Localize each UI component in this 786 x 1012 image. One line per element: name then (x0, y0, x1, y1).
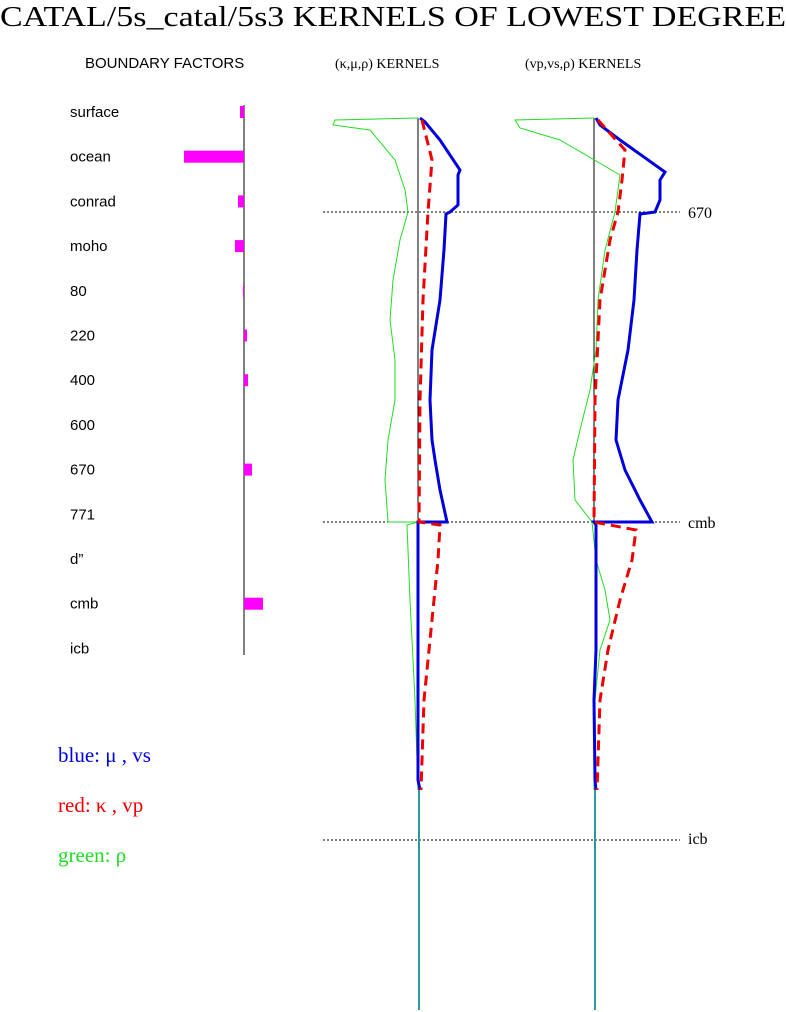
depth-label: cmb (688, 515, 716, 532)
depth-lines (323, 211, 680, 841)
kernel-curve (591, 117, 668, 791)
kernel-curve (417, 119, 442, 791)
y-tick-label: 600 (70, 417, 95, 434)
bar (235, 240, 244, 253)
kernel-panel (332, 116, 462, 1010)
y-tick-label: 80 (70, 283, 87, 300)
legend-entry: green: ρ (58, 843, 126, 867)
y-tick-label: moho (70, 238, 108, 255)
depth-label: icb (688, 831, 708, 848)
legend-entry: red: κ , vp (58, 793, 143, 817)
bar (244, 597, 263, 610)
y-tick-label: 670 (70, 462, 95, 479)
y-tick-label: d” (70, 551, 83, 568)
bar (244, 374, 248, 387)
y-tick-label: icb (70, 640, 89, 657)
kernel-panel (514, 117, 668, 1010)
y-tick-label: surface (70, 104, 119, 121)
kernel-curve (592, 118, 638, 791)
bar (243, 284, 244, 297)
y-tick-label: ocean (70, 149, 111, 166)
kernel-curve (332, 117, 419, 791)
bar (184, 150, 244, 163)
bar (244, 329, 247, 342)
y-tick-label: cmb (70, 596, 98, 613)
kernel-title: (vp,vs,ρ) KERNELS (525, 57, 641, 72)
bar (238, 195, 244, 208)
y-tick-label: conrad (70, 193, 116, 210)
y-tick-label: 771 (70, 506, 95, 523)
subtitle: BOUNDARY FACTORS (85, 55, 244, 72)
y-tick-label: 400 (70, 372, 95, 389)
kernel-curve (514, 117, 621, 791)
y-tick-label: 220 (70, 328, 95, 345)
legend-entry: blue: μ , vs (58, 743, 151, 767)
depth-label: 670 (688, 205, 712, 222)
bar (244, 463, 252, 476)
chart-title: CATAL/5s_catal/5s3 KERNELS OF LOWEST DEG… (0, 1, 786, 33)
kernel-curve (416, 116, 462, 791)
kernel-title: (κ,μ,ρ) KERNELS (335, 57, 439, 72)
bar (240, 106, 244, 118)
